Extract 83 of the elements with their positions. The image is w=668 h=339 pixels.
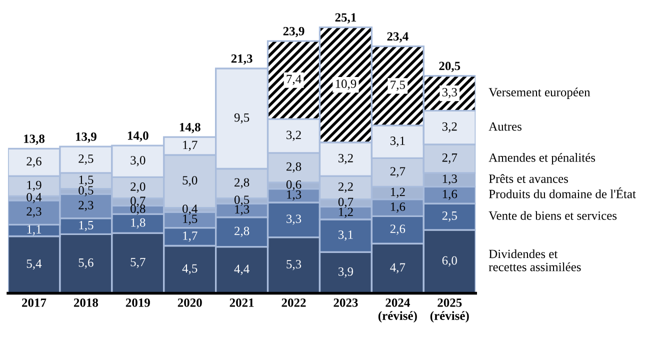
data-label: 1,2 [390,188,405,198]
total-label: 13,8 [24,134,45,145]
data-label: 2,7 [390,167,406,178]
data-label: 0,7 [130,196,146,207]
data-label: 1,9 [27,180,42,192]
data-label: 1,5 [79,176,94,186]
data-label: 5,7 [130,258,146,268]
x-tick-label: 2019 [126,298,150,307]
data-label: 3,3 [442,88,457,98]
series-label: Prêts et avances [488,174,568,183]
series-label: Produits du domaine de l'État [488,187,636,198]
total-label: 20,5 [439,62,460,72]
total-label: 14,0 [128,131,148,142]
data-label: 1,7 [183,232,198,242]
data-label: 1,6 [390,202,406,213]
data-label: 1,1 [27,225,42,236]
data-label: 1,7 [183,140,198,151]
data-label: 1,5 [79,220,94,232]
data-label: 4,5 [182,264,198,274]
data-label: 2,6 [26,157,42,168]
data-label: 0,7 [338,198,354,208]
total-label: 23,4 [387,32,408,42]
series-label: Versement européen [488,88,590,99]
data-label: 0,4 [26,192,42,204]
series-label: Vente de biens et services [488,211,617,220]
data-label: 2,5 [442,211,457,222]
total-label: 23,9 [283,26,304,38]
data-label: 2,6 [390,224,406,235]
x-tick-label: 2021 [230,298,254,307]
data-label: 1,3 [287,190,302,201]
data-label: 5,6 [78,258,94,269]
data-label: 5,3 [286,260,302,270]
data-label: 6,0 [442,256,457,267]
data-label: 3,1 [390,136,405,147]
data-label: 2,7 [442,153,458,164]
series-label: Amendes et pénalités [488,153,596,164]
data-label: 0,5 [78,186,94,196]
x-tick-label: 2022 [282,298,306,307]
data-label: 2,8 [286,162,302,173]
data-label: 2,8 [234,178,250,188]
x-tick-label: 2025 (révisé) [430,298,469,323]
total-label: 25,1 [335,13,356,24]
total-label: 13,9 [76,132,96,143]
data-label: 3,2 [338,154,353,164]
data-label: 4,7 [390,263,406,274]
data-label: 2,8 [234,226,250,237]
data-label: 0,8 [130,204,146,215]
x-tick-label: 2023 [334,298,358,307]
x-tick-label: 2020 [178,298,202,307]
data-label: 10,9 [336,80,356,90]
series-label: Dividendes et recettes assimilées [488,249,581,272]
data-label: 1,2 [339,208,353,218]
data-label: 3,2 [286,130,301,141]
data-label: 0,4 [182,204,198,215]
data-label: 2,2 [338,182,353,193]
data-label: 3,0 [130,156,146,166]
data-label: 4,4 [234,264,250,275]
data-label: 3,9 [338,267,354,278]
data-label: 5,4 [26,260,42,270]
data-label: 9,5 [234,113,250,124]
data-label: 1,3 [442,174,457,185]
data-label: 7,4 [286,74,302,86]
data-label: 2,3 [26,207,42,218]
total-label: 14,8 [180,122,200,134]
data-label: 2,5 [78,154,94,165]
data-label: 0,6 [286,180,302,191]
data-label: 7,5 [390,80,406,91]
data-label: 1,5 [183,214,198,225]
data-label: 0,5 [234,196,250,206]
data-label: 2,3 [78,200,94,212]
data-label: 1,8 [131,218,146,229]
data-label: 1,3 [235,205,250,216]
data-label: 1,6 [442,190,458,200]
data-label: 3,3 [286,214,302,225]
data-label: 3,2 [442,122,457,133]
x-tick-label: 2017 [22,298,46,307]
x-tick-label: 2018 [74,298,98,307]
x-tick-label: 2024 (révisé) [378,298,417,323]
data-label: 3,1 [338,230,353,241]
total-label: 21,3 [231,54,252,65]
data-label: 2,0 [130,182,146,193]
series-label: Autres [488,122,522,131]
data-label: 5,0 [182,176,198,186]
